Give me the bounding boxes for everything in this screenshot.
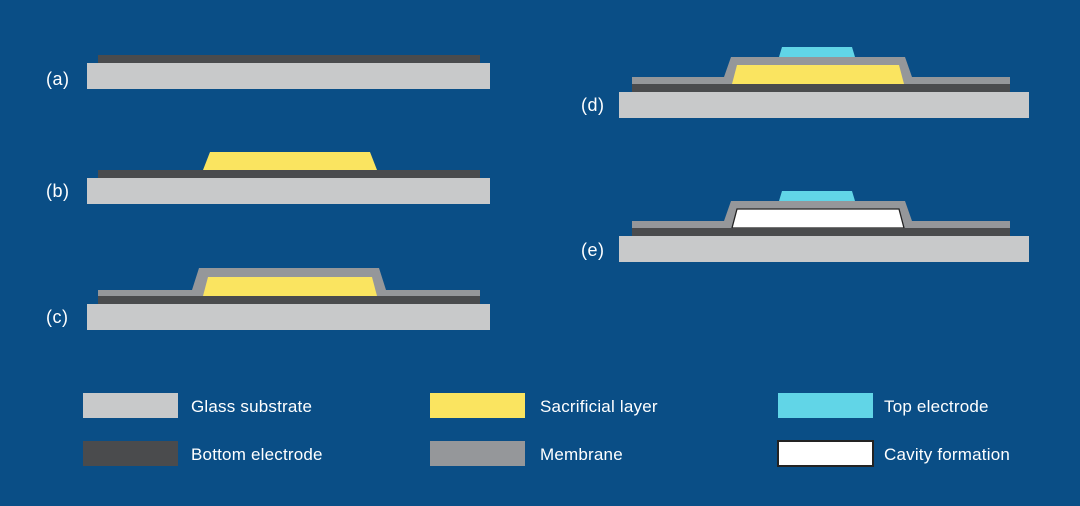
step-a-bottom-electrode-layer	[98, 55, 480, 63]
step-e	[619, 191, 1029, 262]
step-b-glass-substrate-layer	[87, 178, 490, 204]
step-c-bottom-electrode-layer	[98, 296, 480, 304]
legend-swatch-bottom-electrode	[83, 441, 178, 466]
step-c-label: (c)	[46, 307, 69, 327]
step-d	[619, 47, 1029, 118]
legend-label-bottom-electrode: Bottom electrode	[191, 445, 323, 464]
step-c	[87, 268, 490, 330]
step-b	[87, 152, 490, 204]
step-d-top-electrode-layer	[779, 47, 855, 57]
step-e-bottom-electrode-layer	[632, 228, 1010, 236]
step-a	[87, 55, 490, 89]
step-e-label: (e)	[581, 240, 605, 260]
step-d-label: (d)	[581, 95, 605, 115]
legend-swatch-sacrificial-layer	[430, 393, 525, 418]
step-d-bottom-electrode-layer	[632, 84, 1010, 92]
text-layer: (a) (b) (c) (d) (e) Glass substrate Bott…	[46, 69, 1010, 464]
legend-swatch-membrane	[430, 441, 525, 466]
step-c-sacrificial-layer	[203, 277, 377, 296]
legend-label-cavity-formation: Cavity formation	[884, 445, 1010, 464]
step-b-label: (b)	[46, 181, 70, 201]
step-a-glass-substrate-layer	[87, 63, 490, 89]
legend-label-top-electrode: Top electrode	[884, 397, 989, 416]
legend-swatch-cavity-formation	[777, 440, 874, 467]
step-e-top-electrode-layer	[779, 191, 855, 201]
step-c-glass-substrate-layer	[87, 304, 490, 330]
step-a-label: (a)	[46, 69, 70, 89]
legend-swatch-glass-substrate	[83, 393, 178, 418]
step-e-cavity	[731, 208, 905, 229]
step-d-sacrificial-layer	[732, 65, 904, 84]
step-b-bottom-electrode-layer	[98, 170, 480, 178]
legend-label-glass-substrate: Glass substrate	[191, 397, 312, 416]
step-d-glass-substrate-layer	[619, 92, 1029, 118]
legend-label-sacrificial-layer: Sacrificial layer	[540, 397, 658, 416]
step-b-sacrificial-layer	[203, 152, 377, 170]
legend	[83, 393, 874, 467]
step-e-glass-substrate-layer	[619, 236, 1029, 262]
legend-label-membrane: Membrane	[540, 445, 623, 464]
legend-swatch-top-electrode	[778, 393, 873, 418]
